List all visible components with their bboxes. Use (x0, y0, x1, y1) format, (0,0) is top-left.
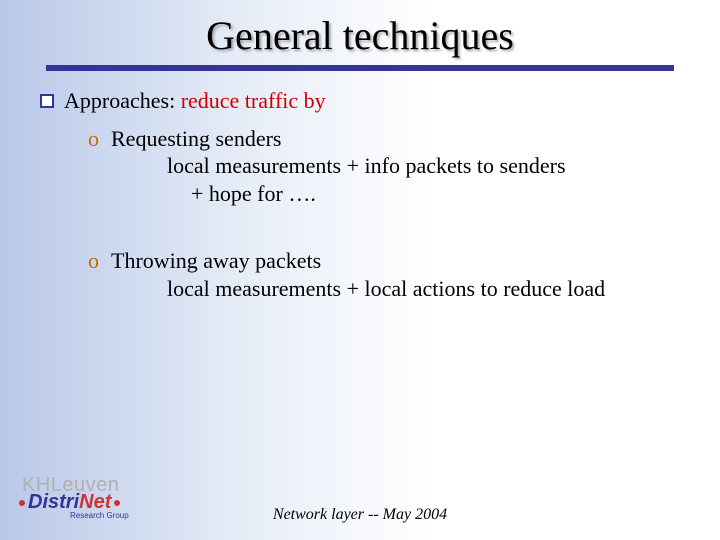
list-item: o Throwing away packets local measuremen… (88, 247, 680, 302)
item-line2: local measurements + info packets to sen… (167, 152, 680, 180)
square-bullet-icon (40, 94, 54, 108)
dot-icon (19, 500, 25, 506)
content-area: Approaches: reduce traffic by o Requesti… (0, 71, 720, 302)
list-item-body: Throwing away packets local measurements… (111, 247, 680, 302)
sub-list: o Requesting senders local measurements … (88, 125, 680, 303)
list-item: o Requesting senders local measurements … (88, 125, 680, 208)
main-bullet-text: Approaches: reduce traffic by (64, 87, 326, 115)
item-line1: Throwing away packets (111, 247, 680, 275)
main-bullet-label: Approaches: (64, 88, 175, 113)
item-line3: + hope for …. (191, 180, 680, 208)
slide: General techniques Approaches: reduce tr… (0, 0, 720, 540)
footer-text: Network layer -- May 2004 (0, 506, 720, 524)
main-bullet-row: Approaches: reduce traffic by (40, 87, 680, 115)
list-item-body: Requesting senders local measurements + … (111, 125, 680, 208)
item-line1: Requesting senders (111, 125, 680, 153)
circle-bullet-icon: o (88, 125, 99, 153)
circle-bullet-icon: o (88, 247, 99, 275)
slide-title: General techniques (0, 0, 720, 59)
item-line2: local measurements + local actions to re… (167, 275, 680, 303)
main-bullet-subtext: reduce traffic by (181, 88, 326, 113)
dot-icon (114, 500, 120, 506)
